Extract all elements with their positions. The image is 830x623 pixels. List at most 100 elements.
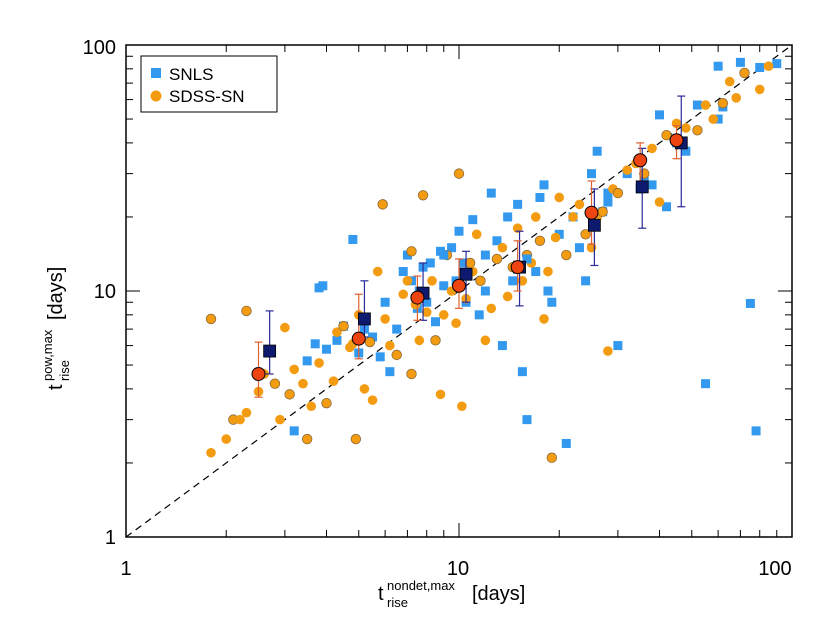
sdss-point bbox=[289, 364, 300, 375]
snls-point bbox=[574, 243, 584, 253]
sdss-point bbox=[391, 349, 402, 361]
sdss-point bbox=[377, 199, 388, 210]
sdss-point bbox=[568, 212, 578, 222]
sdss-point bbox=[475, 275, 486, 287]
sdss-point bbox=[491, 253, 503, 265]
snls-point bbox=[603, 197, 613, 207]
snls-point bbox=[439, 250, 449, 260]
snls-point bbox=[517, 367, 527, 377]
snls-point bbox=[522, 254, 532, 264]
snls-point bbox=[392, 324, 402, 334]
sdss-point bbox=[480, 335, 491, 346]
sdss-point bbox=[543, 266, 553, 277]
data-points bbox=[205, 57, 782, 463]
snls-point bbox=[302, 356, 312, 366]
snls-point bbox=[561, 438, 571, 448]
sdss-point bbox=[486, 303, 497, 314]
y-tick-labels: 1 10 100 bbox=[83, 37, 116, 549]
sdss-point bbox=[338, 320, 349, 332]
sdss-point bbox=[241, 407, 252, 418]
snls-point bbox=[522, 415, 532, 425]
sdss-point bbox=[301, 433, 313, 445]
sdss-binned-point bbox=[452, 278, 466, 293]
snls-point bbox=[603, 188, 613, 198]
sdss-point bbox=[654, 197, 665, 207]
snls-point bbox=[368, 332, 378, 342]
snls-point bbox=[398, 267, 408, 277]
snls-point bbox=[713, 114, 723, 124]
sdss-point bbox=[717, 97, 729, 109]
sdss-point bbox=[221, 434, 232, 444]
sdss-point bbox=[359, 384, 370, 394]
snls-point bbox=[439, 281, 449, 291]
snls-point bbox=[348, 234, 358, 244]
snls-point bbox=[447, 243, 457, 253]
sdss-point bbox=[275, 414, 285, 425]
snls-point bbox=[547, 297, 557, 307]
x-axis-subscript: rise bbox=[387, 595, 408, 610]
legend-marker-sdss bbox=[150, 90, 162, 102]
sdss-point bbox=[603, 346, 613, 356]
legend-marker-snls bbox=[151, 68, 161, 78]
sdss-point bbox=[372, 266, 383, 277]
snls-point bbox=[662, 202, 672, 212]
sdss-point bbox=[661, 129, 672, 141]
snls-point bbox=[654, 110, 664, 120]
sdss-point bbox=[385, 340, 395, 351]
sdss-point bbox=[497, 242, 508, 253]
svg-text:t: t bbox=[378, 583, 384, 605]
y-tick-label: 10 bbox=[94, 281, 116, 303]
y-axis-superscript: pow,max bbox=[40, 329, 55, 381]
sdss-point bbox=[763, 61, 774, 72]
sdss-point bbox=[471, 229, 482, 240]
snls-point bbox=[402, 250, 412, 260]
snls-point bbox=[513, 199, 523, 209]
snls-point bbox=[751, 426, 761, 436]
snls-binned-point bbox=[358, 312, 371, 326]
sdss-point bbox=[235, 414, 245, 425]
sdss-binned-point bbox=[251, 366, 266, 381]
snls-point bbox=[430, 317, 440, 327]
binned-points bbox=[251, 95, 688, 398]
snls-point bbox=[380, 297, 390, 307]
y-axis-subscript: rise bbox=[57, 360, 72, 381]
sdss-point bbox=[754, 84, 765, 95]
sdss-point bbox=[406, 246, 417, 257]
x-axis-label: t nondet,max rise [days] bbox=[378, 578, 525, 610]
sdss-point bbox=[502, 291, 513, 302]
sdss-point bbox=[328, 376, 339, 386]
snls-point bbox=[454, 226, 464, 236]
sdss-point bbox=[700, 100, 711, 110]
snls-point bbox=[492, 236, 502, 246]
sdss-point bbox=[427, 276, 437, 286]
snls-point bbox=[755, 63, 765, 73]
sdss-point bbox=[435, 389, 446, 400]
snls-binned-point bbox=[587, 218, 601, 232]
sdss-point bbox=[546, 452, 558, 463]
legend: SNLS SDSS-SN bbox=[140, 55, 278, 113]
sdss-point bbox=[534, 235, 546, 246]
sdss-point bbox=[284, 389, 295, 400]
sdss-point bbox=[692, 125, 703, 136]
snls-point bbox=[647, 180, 657, 190]
sdss-point bbox=[414, 335, 425, 346]
y-axis-unit: [days] bbox=[45, 267, 67, 320]
x-tick-label: 10 bbox=[447, 558, 469, 580]
sdss-point bbox=[597, 206, 608, 217]
sdss-point bbox=[398, 289, 409, 300]
snls-point bbox=[318, 281, 328, 291]
sdss-point bbox=[332, 327, 342, 338]
sdss-point bbox=[708, 114, 719, 124]
sdss-point bbox=[550, 232, 561, 243]
snls-point bbox=[713, 61, 723, 71]
snls-point bbox=[745, 298, 755, 308]
sdss-point bbox=[739, 67, 750, 79]
sdss-point bbox=[298, 378, 308, 389]
sdss-point bbox=[321, 397, 332, 409]
sdss-point bbox=[512, 223, 523, 234]
sdss-point bbox=[622, 165, 633, 175]
snls-point bbox=[385, 367, 395, 377]
snls-point bbox=[587, 169, 597, 179]
snls-point bbox=[539, 180, 549, 190]
